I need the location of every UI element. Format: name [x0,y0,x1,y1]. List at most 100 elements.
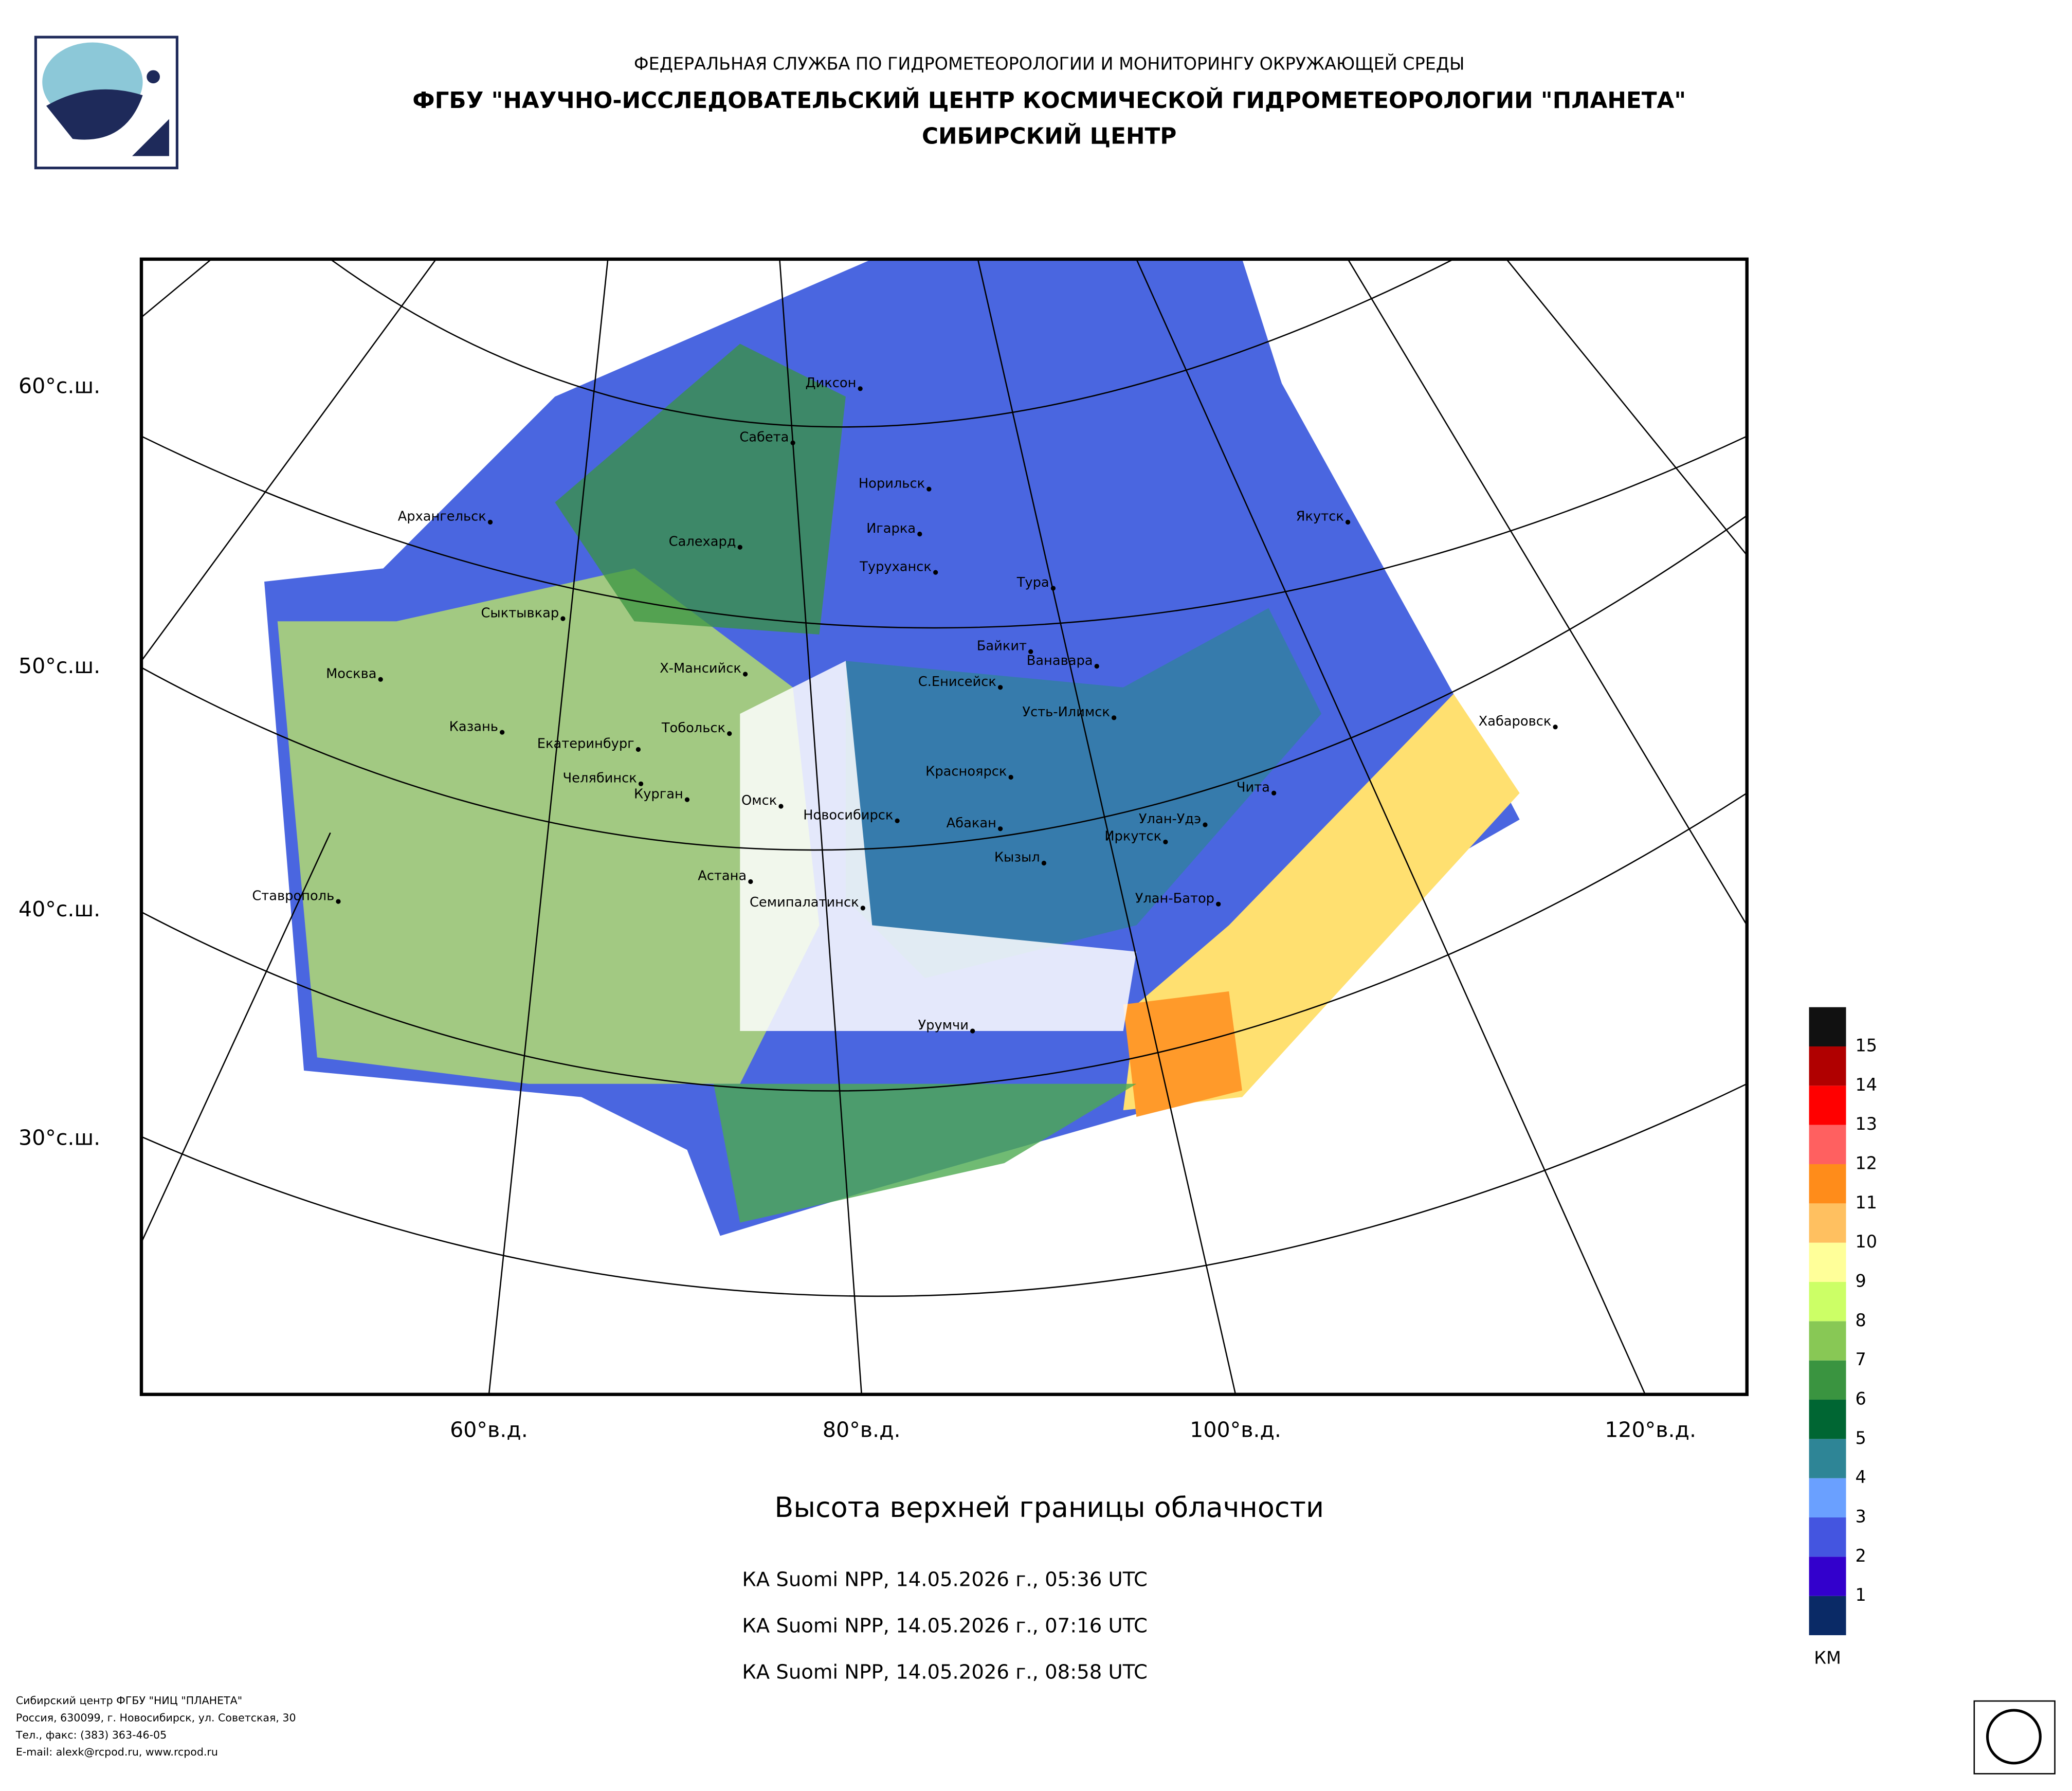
dynamic: 60°с.ш. 50°с.ш. 40°с.ш. 30°с.ш. 60°в.д. 80°в.… [15,373,1877,1758]
city-dot [1203,822,1208,827]
legend-label: 8 [1855,1310,1866,1330]
legend-swatch [1809,1360,1846,1400]
city-label: Сабета [739,429,789,445]
city-label: Новосибирск [803,808,893,823]
pass: КА Suomi NPP, 14.05.2026 г., 07:16 UTC [742,1615,1148,1638]
cert [1973,1700,2056,1775]
city-dot [933,570,938,575]
city-label: Сыктывкар [481,605,559,621]
city-dot [727,731,732,736]
city-dot [742,672,748,677]
city-dot [1050,586,1056,591]
legend-unit: КМ [1814,1648,1841,1668]
city-label: Челябинск [563,771,637,786]
legend-label: 14 [1855,1075,1877,1095]
city-label: Москва [326,666,376,681]
legend-swatch [1809,1557,1846,1596]
map-frame [139,257,1749,1396]
city-label: Улан-Батор [1135,891,1214,906]
legend-swatch [1809,1007,1846,1047]
lat-label: 50°с.ш. [19,654,100,678]
city-label: Улан-Удэ [1139,811,1201,827]
legend-label: 9 [1855,1271,1866,1291]
city-label: Норильск [859,476,925,491]
city-dot [1271,790,1277,795]
city-label: Красноярск [925,764,1007,780]
city-dot [748,879,753,884]
footer-line: Тел., факс: (383) 363-46-05 [15,1729,167,1741]
city-label: Курган [634,786,683,802]
legend-swatch [1809,1242,1846,1282]
city-dot [1112,715,1117,720]
footer-line: Россия, 630099, г. Новосибирск, ул. Сове… [16,1711,296,1724]
legend-label: 6 [1855,1389,1866,1409]
city-label: Урумчи [918,1018,969,1033]
footer-line: E-mail: alexk@rcpod.ru, www.rcpod.ru [16,1746,218,1758]
city-dot [1553,725,1558,730]
city-label: Тура [1016,575,1049,590]
center: СИБИРСКИЙ ЦЕНТР [922,122,1176,150]
city-dot [487,519,493,525]
city-label: Игарка [866,521,916,536]
city-dot [1008,774,1013,780]
city-dot [336,899,341,904]
legend-label: 4 [1855,1467,1866,1487]
city-dot [858,386,863,391]
logo [34,35,178,170]
city-dot [378,677,383,682]
city-dot [860,906,865,911]
legend-swatch [1809,1439,1846,1478]
city-dot [684,797,690,802]
city-dot [1345,519,1351,525]
city-dot [997,826,1003,831]
lat-label: 40°с.ш. [19,897,100,921]
legend-swatch [1809,1282,1846,1322]
city-dot [917,531,922,537]
legend-swatch [1809,1203,1846,1243]
legend-label: 2 [1855,1546,1866,1566]
city-label: Абакан [947,816,996,831]
city-label: С.Енисейск [918,674,996,690]
pass: КА Suomi NPP, 14.05.2026 г., 08:58 UTC [742,1661,1148,1684]
map [141,259,1747,1395]
city-dot [997,685,1003,690]
city-label: Ванавара [1027,653,1093,668]
city-dot [790,440,795,445]
city-label: Семипалатинск [750,895,859,910]
city-label: Астана [698,869,747,884]
legend-swatch [1809,1125,1846,1165]
city-label: Ставрополь [252,888,334,903]
city-dot [635,747,641,752]
lat-label: 60°с.ш. [19,373,100,398]
city-dot [737,545,742,550]
legend-swatch [1809,1046,1846,1086]
legend-label: 11 [1855,1192,1877,1213]
city-dot [1041,860,1047,866]
city-label: Тобольск [661,720,725,736]
city-dot [560,616,566,621]
city-label: Х-Мансийск [660,661,741,676]
map-title: Высота верхней границы облачности [774,1491,1324,1524]
legend-swatch [1809,1164,1846,1204]
legend-label: 1 [1855,1585,1866,1605]
city-label: Хабаровск [1479,714,1552,729]
legend-label: 12 [1855,1153,1877,1173]
lon-label: 100°в.д. [1190,1418,1281,1442]
legend-label: 7 [1855,1349,1866,1369]
legend-swatch [1809,1400,1846,1439]
city-dot [895,818,900,823]
legend-swatch [1809,1321,1846,1361]
city-label: Диксон [806,375,857,391]
city-dot [500,730,505,735]
institute: ФГБУ "НАУЧНО-ИССЛЕДОВАТЕЛЬСКИЙ ЦЕНТР КОС… [412,86,1686,114]
agency: ФЕДЕРАЛЬНАЯ СЛУЖБА ПО ГИДРОМЕТЕОРОЛОГИИ … [634,53,1465,74]
legend-label: 3 [1855,1507,1866,1527]
city-label: Архангельск [398,509,486,524]
lon-label: 60°в.д. [450,1418,528,1442]
city-label: Кызыл [994,850,1040,865]
lat-label: 30°с.ш. [19,1126,100,1150]
city-dot [638,781,644,786]
city-dot [1028,649,1033,654]
pass: КА Suomi NPP, 14.05.2026 г., 05:36 UTC [742,1568,1148,1591]
